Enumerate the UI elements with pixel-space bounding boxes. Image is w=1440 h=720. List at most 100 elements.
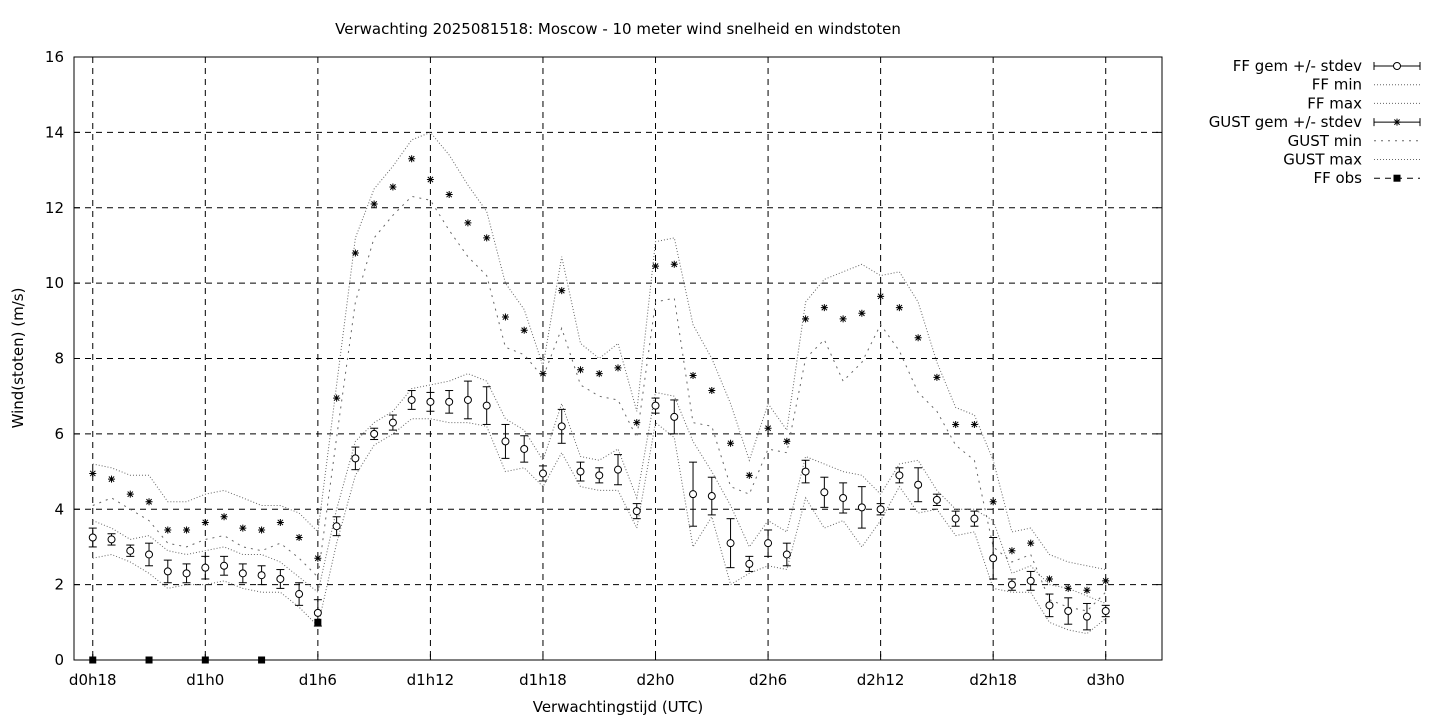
circle-marker (276, 574, 285, 583)
star-marker (670, 260, 678, 268)
star-marker (633, 419, 641, 427)
x-tick-label: d2h0 (636, 671, 674, 689)
gust-mean-point (858, 309, 866, 317)
ff-mean-point (463, 380, 472, 420)
ff-mean-point (538, 465, 547, 482)
circle-marker (1026, 576, 1035, 585)
gust-mean-point (933, 373, 941, 381)
y-tick-label: 2 (54, 576, 64, 594)
ff-mean-point (107, 533, 116, 546)
circle-marker (745, 559, 754, 568)
gust-mean-point (914, 334, 922, 342)
gust-mean-point (539, 370, 547, 378)
ff-mean-point (857, 486, 866, 529)
ff-mean-point (576, 461, 585, 482)
ff-mean-point (689, 461, 698, 527)
ff-mean-point (257, 565, 266, 586)
y-axis-label: Wind(stoten) (m/s) (9, 288, 27, 429)
gust-mean-point (708, 387, 716, 395)
gust-mean-point (408, 155, 416, 163)
ff-mean-point (238, 563, 247, 584)
star-marker (576, 366, 584, 374)
series-layer (88, 131, 1110, 664)
x-tick-label: d1h12 (407, 671, 455, 689)
legend-label: GUST max (1283, 151, 1362, 169)
circle-marker (970, 514, 979, 523)
ff-mean-point (426, 391, 435, 412)
legend-entry: FF obs (1313, 169, 1420, 187)
gust-mean-point (126, 490, 134, 498)
ff-mean-point (970, 510, 979, 527)
gust-mean-point (1008, 547, 1016, 555)
gust-mean-point (952, 420, 960, 428)
legend-label: FF obs (1313, 169, 1362, 187)
ff-mean-point (163, 559, 172, 584)
ff-mean-point (614, 454, 622, 486)
ff-mean-point (951, 510, 960, 527)
series-line (92, 131, 1106, 570)
y-tick-label: 4 (54, 500, 64, 518)
gust-mean-point (820, 304, 828, 312)
x-tick-label: d2h12 (857, 671, 905, 689)
circle-marker (670, 412, 679, 421)
star-marker (370, 200, 378, 208)
gust-mean-point (633, 419, 641, 427)
circle-marker (576, 467, 585, 476)
circle-marker (857, 503, 866, 512)
gust-mean-point (220, 513, 228, 521)
circle-marker (632, 507, 641, 516)
x-tick-label: d1h6 (299, 671, 337, 689)
square-marker (1393, 174, 1401, 182)
y-tick-label: 10 (45, 274, 64, 292)
gust-mean-point (670, 260, 678, 268)
gust-mean-point (1045, 575, 1053, 583)
gust-mean-point (989, 498, 997, 506)
star-marker (1393, 118, 1401, 126)
grid (74, 56, 1162, 661)
star-marker (1064, 584, 1072, 592)
ff-mean-point (726, 518, 735, 569)
ff-mean-point (1082, 602, 1091, 631)
star-marker (652, 262, 660, 270)
star-marker (483, 234, 491, 242)
circle-marker (388, 418, 397, 427)
star-marker (745, 471, 753, 479)
circle-marker (501, 437, 510, 446)
gust-mean-point (239, 524, 247, 532)
gust-mean-point (727, 439, 735, 447)
circle-marker (1064, 607, 1073, 616)
ff-mean-point (126, 544, 135, 557)
gust-mean-point (370, 200, 378, 208)
circle-marker (595, 471, 604, 480)
star-marker (970, 420, 978, 428)
gust-mean-point (595, 370, 603, 378)
star-marker (276, 518, 284, 526)
star-marker (295, 534, 303, 542)
gust-mean-point (802, 315, 810, 323)
star-marker (464, 219, 472, 227)
star-marker (802, 315, 810, 323)
series-line (92, 195, 1107, 612)
ff-mean-point (557, 408, 566, 444)
star-marker (914, 334, 922, 342)
star-marker (126, 490, 134, 498)
ff-mean-point (295, 582, 304, 606)
gust-mean-point (464, 219, 472, 227)
y-tick-label: 6 (54, 425, 64, 443)
legend-entry: FF max (1307, 94, 1420, 112)
x-axis-label: Verwachtingstijd (UTC) (533, 698, 704, 716)
circle-marker (989, 554, 998, 563)
circle-marker (726, 539, 735, 548)
gust-mean-point (276, 518, 284, 526)
ff-mean-point (1007, 578, 1016, 591)
gust-mean-point (295, 534, 303, 542)
star-marker (445, 191, 453, 199)
ff-mean-point (351, 446, 360, 471)
legend-entry: FF min (1312, 76, 1420, 94)
ff-mean-point (932, 493, 941, 506)
gust-mean-point (652, 262, 660, 270)
gust-mean-point (1083, 586, 1091, 594)
legend-label: FF max (1307, 94, 1362, 112)
star-marker (333, 394, 341, 402)
